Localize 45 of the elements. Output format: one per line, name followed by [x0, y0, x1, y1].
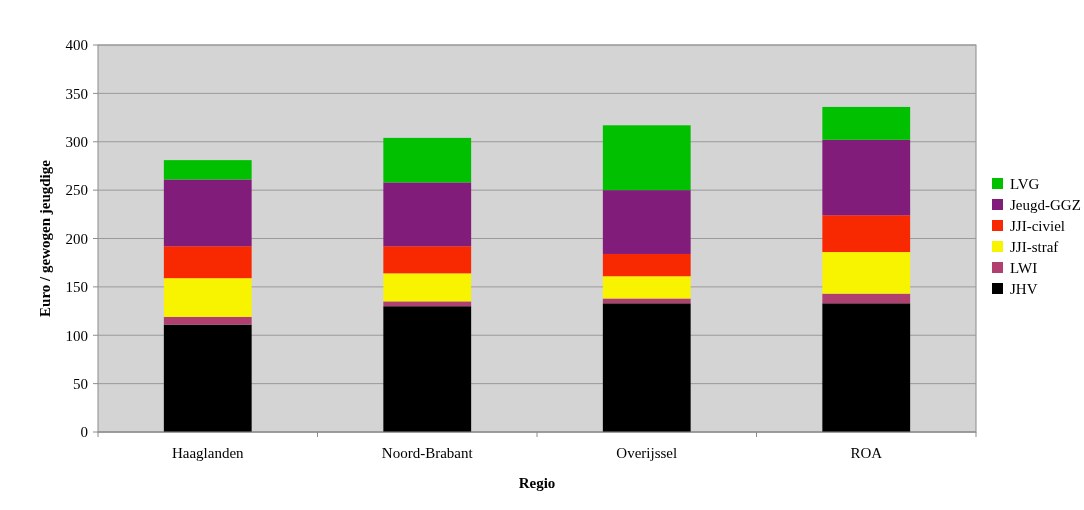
bar [822, 139, 911, 216]
legend-label: JHV [1010, 281, 1038, 298]
bar [602, 253, 691, 277]
y-tick-label: 200 [65, 230, 88, 247]
bar [822, 293, 911, 304]
legend-label: Jeugd-GGZ [1010, 197, 1081, 214]
legend-label: LVG [1010, 176, 1040, 193]
bar [602, 276, 691, 299]
x-tick-label: Overijssel [616, 445, 678, 461]
bar [383, 246, 472, 274]
bar [822, 215, 911, 253]
x-tick-label: Haaglanden [171, 445, 245, 461]
bar [383, 273, 472, 302]
bar [822, 106, 911, 140]
y-tick-label: 400 [65, 37, 88, 54]
y-tick-label: 300 [65, 134, 88, 150]
bar [383, 301, 472, 307]
bar [163, 316, 252, 325]
x-tick-label: Noord-Brabant [381, 445, 474, 461]
y-tick-label: 250 [65, 182, 88, 199]
bar [602, 298, 691, 304]
bar [602, 303, 691, 432]
bar [383, 306, 472, 432]
bar [383, 182, 472, 247]
bar [383, 137, 472, 183]
y-tick-label: 50 [73, 375, 88, 392]
bar [163, 324, 252, 432]
y-axis-title: Euro / gewogen jeugdige [37, 159, 53, 317]
bar [602, 125, 691, 191]
legend-label: JJI-civiel [1010, 218, 1065, 235]
bar [822, 303, 911, 432]
y-tick-label: 150 [65, 279, 88, 296]
bar [163, 278, 252, 317]
x-tick-label: ROA [850, 445, 883, 461]
x-axis-title: Regio [518, 475, 556, 491]
bar [163, 179, 252, 247]
bar [163, 246, 252, 279]
bar [822, 252, 911, 294]
y-tick-label: 100 [65, 327, 88, 344]
bar [163, 160, 252, 180]
legend-label: JJI-straf [1010, 239, 1059, 256]
legend-label: LWI [1010, 260, 1038, 277]
y-tick-label: 350 [65, 85, 88, 102]
y-tick-label: 0 [80, 424, 88, 441]
bar [602, 190, 691, 254]
